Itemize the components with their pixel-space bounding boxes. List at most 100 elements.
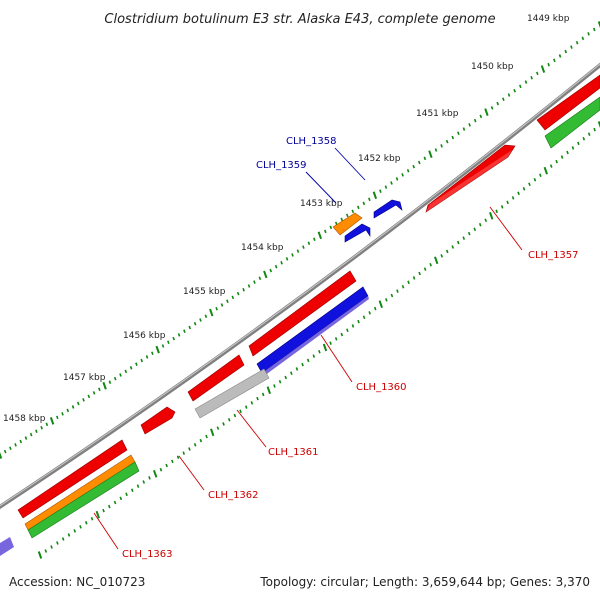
callout-lines	[93, 147, 523, 550]
kbp-tick	[533, 178, 537, 182]
kbp-tick	[390, 293, 394, 298]
kbp-tick	[457, 131, 460, 136]
kbp-tick	[362, 315, 366, 320]
kbp-tick	[582, 137, 586, 141]
kbp-tick	[269, 268, 273, 273]
kbp-tick	[165, 463, 168, 468]
gene-label-clh-1362: CLH_1362	[208, 490, 259, 501]
kbp-tick	[131, 488, 134, 492]
kbp-tick	[502, 97, 505, 102]
kbp-tick	[67, 533, 71, 537]
kbp-tick	[560, 155, 564, 159]
kbp-tick	[113, 376, 117, 381]
kbp-label-1451: 1451 kbp	[416, 109, 459, 119]
kbp-tick	[587, 132, 591, 136]
kbp-tick	[247, 284, 251, 288]
kbp-tick	[44, 549, 48, 553]
kbp-tick	[90, 516, 94, 521]
gene-bar-green[interactable]	[544, 96, 600, 149]
kbp-tick	[506, 200, 509, 205]
gene-bar-orange[interactable]	[332, 212, 363, 236]
kbp-tick	[220, 303, 224, 307]
kbp-tick	[317, 231, 323, 240]
kbp-tick	[577, 141, 580, 146]
kbp-tick	[183, 329, 186, 333]
kbp-tick	[182, 451, 186, 455]
kbp-tick	[209, 308, 214, 317]
kbp-tick	[119, 373, 122, 377]
kbp-tick	[536, 71, 539, 76]
kbp-tick	[145, 355, 149, 359]
kbp-tick	[423, 267, 427, 271]
kbp-label-1453: 1453 kbp	[300, 199, 343, 209]
kbp-tick	[462, 236, 466, 240]
kbp-tick	[167, 340, 170, 345]
gene-bar-red[interactable]	[536, 74, 600, 131]
kbp-tick	[479, 114, 483, 119]
kbp-tick	[587, 32, 590, 36]
kbp-tick	[204, 314, 208, 319]
gene-bar-clh-1363-green[interactable]	[27, 461, 140, 539]
map-title: Clostridium botulinum E3 str. Alaska E43…	[104, 12, 495, 27]
kbp-tick	[124, 369, 128, 374]
kbp-tick	[102, 508, 105, 513]
kbp-label-1458: 1458 kbp	[3, 414, 46, 424]
kbp-tick	[61, 537, 65, 541]
gene-bar-clh-1360[interactable]	[248, 270, 357, 357]
kbp-tick	[95, 510, 100, 519]
kbp-tick	[119, 496, 123, 501]
kbp-tick	[29, 432, 33, 437]
genome-backbone	[0, 62, 600, 510]
kbp-tick	[496, 101, 499, 106]
kbp-tick	[528, 182, 531, 187]
kbp-tick	[199, 438, 203, 443]
gene-bar-clh-1361-grey[interactable]	[194, 368, 270, 419]
kbp-tick	[37, 551, 43, 559]
kbp-tick	[434, 256, 439, 265]
kbp-tick	[266, 386, 271, 395]
kbp-label-1450: 1450 kbp	[471, 62, 514, 72]
kbp-tick	[199, 318, 202, 322]
kbp-tick	[440, 254, 443, 258]
kbp-tick	[507, 93, 511, 97]
kbp-tick	[56, 541, 59, 545]
gene-bar-clh-1359[interactable]	[344, 223, 371, 243]
kbp-tick	[373, 306, 377, 311]
kbp-tick	[564, 49, 568, 54]
kbp-tick	[396, 289, 399, 293]
kbp-tick	[417, 160, 421, 165]
kbp-tick	[40, 426, 43, 430]
gene-bar-clh-1362[interactable]	[140, 406, 176, 435]
kbp-tick	[256, 396, 259, 401]
kbp-tick	[273, 384, 276, 388]
gene-bar-lavender[interactable]	[0, 537, 14, 556]
kbp-tick	[412, 164, 415, 169]
kbp-tick	[35, 429, 38, 433]
gene-bar-clh-1361[interactable]	[187, 354, 245, 402]
kbp-tick	[519, 84, 522, 89]
kbp-tick	[188, 447, 191, 451]
kbp-tick	[129, 366, 133, 370]
kbp-tick	[258, 276, 262, 281]
gene-bar-clh-1358[interactable]	[373, 199, 403, 219]
kbp-tick	[140, 358, 143, 363]
kbp-tick	[368, 197, 371, 202]
kbp-tick	[395, 177, 399, 181]
gene-bar-clh-1363-orange[interactable]	[24, 454, 136, 531]
kbp-tick	[478, 222, 482, 227]
kbp-tick	[125, 492, 128, 497]
kbp-tick	[384, 185, 388, 189]
gene-bar-clh-1363[interactable]	[17, 439, 128, 519]
kbp-tick	[302, 245, 305, 249]
kbp-tick	[227, 417, 231, 422]
kbp-tick	[597, 121, 600, 129]
kbp-label-1449: 1449 kbp	[527, 14, 570, 24]
kbp-tick	[329, 225, 333, 230]
kbp-tick	[87, 394, 91, 399]
kbp-tick	[176, 455, 180, 460]
kbp-tick	[434, 148, 438, 152]
kbp-tick	[575, 40, 579, 45]
accession-text: Accession: NC_010723	[9, 575, 145, 589]
kbp-tick	[500, 205, 504, 209]
